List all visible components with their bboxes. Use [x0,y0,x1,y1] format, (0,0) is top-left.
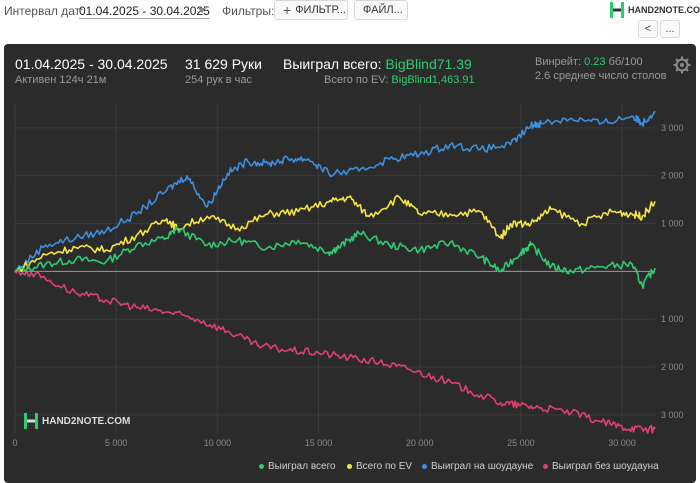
x-tick-label: 5 000 [105,438,128,448]
winrate: Винрейт: 0.23 бб/100 [535,56,643,68]
chevron-left-icon: < [644,23,652,35]
legend-dot [543,464,548,469]
results-chart: 0 5 000 10 000 15 000 20 000 25 000 30 000 3 00… [12,104,684,448]
x-tick-label: 25 000 [507,438,535,448]
watermark-h-icon [24,413,38,429]
won-total: Выиграл всего: BigBlind71.39 [283,56,472,72]
series-line [14,194,656,273]
y-tick-label: 1 000 [661,219,684,229]
x-tick-label: 0 [12,438,17,448]
filters-label: Фильтры: [222,4,275,18]
filter-button-label: ФИЛЬТР... [295,4,346,16]
y-tick-label: 2 000 [661,171,684,181]
brand-h-icon [610,2,624,18]
ev-total-label: Всего по EV: [324,74,389,86]
legend-dot [422,464,427,469]
won-total-label: Выиграл всего: [283,56,382,72]
legend-item-showdown[interactable]: Выиграл на шоудауне [422,461,533,472]
legend-label: Выиграл на шоудауне [431,461,534,472]
filter-button[interactable]: + ФИЛЬТР... [274,0,348,20]
winrate-label: Винрейт: [535,56,582,68]
legend-dot [347,464,352,469]
more-icon: ... [665,23,675,35]
gear-icon[interactable] [673,56,691,74]
legend-item-ev-total[interactable]: Всего по EV [347,461,412,472]
file-button-label: ФАЙЛ... [363,4,403,16]
hands-count: 31 629 Руки [185,56,262,72]
stats-panel: 01.04.2025 - 30.04.2025 Активен 124ч 21м… [4,44,696,483]
hands-per-hour: 254 рук в час [185,74,253,86]
date-interval-select[interactable]: 01.04.2025 - 30.04.2025 [79,4,210,19]
avg-tables: 2.6 среднее число столов [535,70,667,82]
ev-total-value: BigBlind1,463.91 [391,74,475,86]
brand-name: HAND2NOTE.COM [628,5,700,15]
y-tick-label: 2 000 [661,362,684,372]
watermark-logo: HAND2NOTE.COM [24,413,130,429]
interval-label: Интервал дат: [4,4,84,18]
legend-label: Выиграл без шоудауна [552,461,659,472]
chevron-down-icon[interactable] [198,8,206,13]
brand-logo: HAND2NOTE.COM [610,2,700,18]
series-line [14,226,656,290]
y-tick-label: 3 000 [661,123,684,133]
winrate-value: 0.23 [584,56,606,68]
won-total-value: BigBlind71.39 [385,56,472,72]
series-line [14,268,656,434]
legend-item-no-showdown[interactable]: Выиграл без шоудауна [543,461,659,472]
legend-label: Всего по EV [356,461,413,472]
file-button[interactable]: ФАЙЛ... [354,0,408,20]
prev-button[interactable]: < [638,20,658,38]
legend-dot [259,464,264,469]
toolbar: Интервал дат: 01.04.2025 - 30.04.2025 Фи… [0,0,700,42]
legend-item-won-total[interactable]: Выиграл всего [259,461,336,472]
x-tick-label: 10 000 [204,438,232,448]
x-tick-label: 20 000 [406,438,434,448]
y-tick-label: 3 000 [661,410,684,420]
watermark-text: HAND2NOTE.COM [42,415,131,427]
more-button[interactable]: ... [660,20,680,38]
active-time: Активен 124ч 21м [15,74,107,86]
legend-label: Выиграл всего [268,461,336,472]
x-tick-label: 30 000 [608,438,636,448]
series-line [14,110,656,273]
winrate-unit: бб/100 [608,56,643,68]
date-range: 01.04.2025 - 30.04.2025 [15,56,168,72]
x-tick-label: 15 000 [305,438,333,448]
plus-icon: + [283,2,292,18]
y-tick-label: 1 000 [661,314,684,324]
ev-total: Всего по EV: BigBlind1,463.91 [324,74,475,86]
